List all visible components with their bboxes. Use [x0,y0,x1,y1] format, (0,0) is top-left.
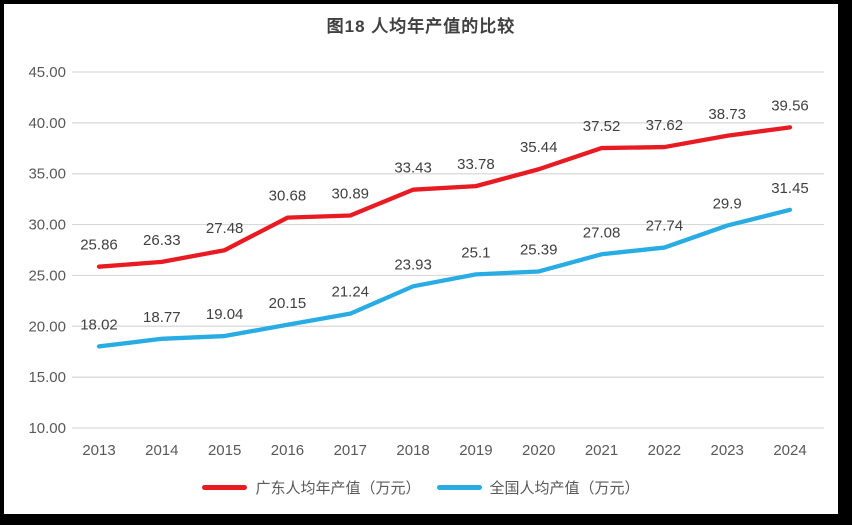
x-tick-label: 2013 [82,442,115,459]
data-label: 30.68 [269,188,307,205]
y-tick-label: 45.00 [28,64,66,81]
y-tick-label: 25.00 [28,267,66,284]
y-tick-label: 10.00 [28,420,66,437]
x-tick-label: 2023 [710,442,743,459]
data-label: 25.39 [520,241,558,258]
data-label: 29.9 [713,196,742,213]
data-label: 35.44 [520,139,558,156]
x-tick-label: 2019 [459,442,492,459]
chart-legend: 广东人均年产值（万元） 全国人均产值（万元） [4,477,838,498]
x-tick-label: 2016 [271,442,304,459]
y-tick-label: 40.00 [28,115,66,132]
legend-line-swatch-blue [436,485,482,490]
x-tick-label: 2021 [585,442,618,459]
x-tick-label: 2017 [334,442,367,459]
data-label: 19.04 [206,306,244,323]
series-line-national [96,207,793,349]
data-label: 20.15 [269,295,307,312]
y-tick-label: 35.00 [28,166,66,183]
chart-title: 图18 人均年产值的比较 [326,17,516,36]
data-label: 18.77 [143,309,181,326]
legend-item-national: 全国人均产值（万元） [436,477,640,498]
y-tick-label: 30.00 [28,217,66,234]
legend-label-national: 全国人均产值（万元） [489,480,640,497]
legend-label-guangdong: 广东人均年产值（万元） [255,480,421,497]
line-chart-plot: 10.00 15.00 20.00 25.00 30.00 35.00 40.00 45.00… [28,64,824,459]
data-label: 25.1 [461,244,490,261]
data-label: 21.24 [331,284,369,301]
data-label: 27.08 [583,224,621,241]
y-tick-label: 20.00 [28,318,66,335]
data-label: 23.93 [394,256,432,273]
data-label: 30.89 [331,186,369,203]
x-tick-label: 2018 [396,442,429,459]
legend-line-swatch-red [202,485,248,490]
data-label: 33.43 [394,160,432,177]
legend-item-guangdong: 广东人均年产值（万元） [202,477,421,498]
x-tick-label: 2020 [522,442,555,459]
data-label: 27.48 [206,220,244,237]
data-label: 33.78 [457,156,495,173]
series-line-guangdong [96,125,793,269]
data-label: 37.52 [583,118,621,135]
x-tick-label: 2022 [648,442,681,459]
data-label: 39.56 [771,97,809,114]
x-tick-label: 2014 [145,442,178,459]
chart-area: 图18 人均年产值的比较 10.00 15.00 20.00 25.00 30.00 35… [4,4,838,514]
data-label: 18.02 [80,316,118,333]
data-label: 25.86 [80,237,118,254]
data-label: 38.73 [708,106,746,123]
data-label: 31.45 [771,180,809,197]
x-tick-label: 2024 [773,442,806,459]
data-label: 27.74 [646,218,684,235]
data-label: 37.62 [646,117,684,134]
y-tick-label: 15.00 [28,369,66,386]
x-tick-label: 2015 [208,442,241,459]
data-label: 26.33 [143,232,181,249]
